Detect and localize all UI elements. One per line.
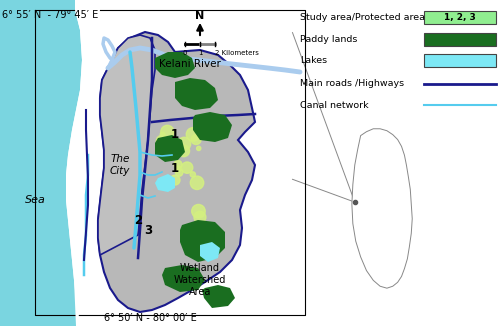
Text: N: N bbox=[196, 11, 204, 21]
FancyBboxPatch shape bbox=[424, 54, 496, 67]
Polygon shape bbox=[202, 285, 235, 308]
Circle shape bbox=[190, 176, 204, 189]
Text: Main roads /Highways: Main roads /Highways bbox=[300, 79, 404, 88]
Text: Wetland
Watershed
Area: Wetland Watershed Area bbox=[174, 263, 226, 297]
Circle shape bbox=[182, 162, 193, 173]
Circle shape bbox=[160, 132, 165, 137]
Text: Kelani River: Kelani River bbox=[159, 59, 221, 69]
Text: 1: 1 bbox=[171, 161, 179, 174]
Polygon shape bbox=[98, 35, 155, 255]
Text: Paddy lands: Paddy lands bbox=[300, 35, 358, 44]
Polygon shape bbox=[200, 242, 220, 262]
Circle shape bbox=[196, 146, 201, 151]
Polygon shape bbox=[162, 265, 205, 292]
Polygon shape bbox=[155, 174, 175, 192]
Circle shape bbox=[160, 145, 173, 158]
Text: Canal network: Canal network bbox=[300, 101, 368, 110]
Text: 2 Kilometers: 2 Kilometers bbox=[215, 50, 259, 56]
Circle shape bbox=[161, 125, 174, 139]
Circle shape bbox=[186, 127, 200, 141]
Circle shape bbox=[175, 166, 181, 172]
Circle shape bbox=[194, 211, 206, 223]
Polygon shape bbox=[352, 129, 412, 288]
Text: 2: 2 bbox=[134, 214, 142, 227]
Polygon shape bbox=[98, 32, 255, 312]
Circle shape bbox=[174, 160, 182, 169]
Circle shape bbox=[156, 135, 168, 147]
Text: Lakes: Lakes bbox=[300, 56, 327, 65]
FancyBboxPatch shape bbox=[424, 11, 496, 24]
Text: 0: 0 bbox=[183, 50, 187, 56]
Text: Sea: Sea bbox=[24, 195, 46, 205]
Circle shape bbox=[176, 169, 183, 176]
Text: 3: 3 bbox=[144, 224, 152, 236]
Polygon shape bbox=[155, 135, 185, 162]
Polygon shape bbox=[180, 220, 225, 262]
Text: Study area/Protected area: Study area/Protected area bbox=[300, 13, 425, 22]
Circle shape bbox=[190, 172, 196, 177]
Polygon shape bbox=[175, 78, 218, 110]
Circle shape bbox=[178, 137, 191, 150]
Circle shape bbox=[170, 142, 180, 151]
Circle shape bbox=[170, 175, 180, 185]
Polygon shape bbox=[0, 0, 82, 326]
Text: 1: 1 bbox=[171, 128, 179, 141]
Text: 6° 55′ N  - 79° 45′ E: 6° 55′ N - 79° 45′ E bbox=[2, 10, 99, 20]
Text: 1: 1 bbox=[198, 50, 202, 56]
Circle shape bbox=[178, 145, 190, 157]
Polygon shape bbox=[66, 0, 100, 326]
Polygon shape bbox=[155, 52, 195, 78]
Text: 1, 2, 3: 1, 2, 3 bbox=[444, 13, 476, 22]
Polygon shape bbox=[193, 112, 232, 142]
FancyBboxPatch shape bbox=[424, 33, 496, 46]
Circle shape bbox=[191, 135, 201, 144]
Circle shape bbox=[192, 204, 205, 218]
Text: 6° 50′ N - 80° 00′ E: 6° 50′ N - 80° 00′ E bbox=[104, 313, 196, 323]
Text: The
City: The City bbox=[110, 154, 130, 176]
